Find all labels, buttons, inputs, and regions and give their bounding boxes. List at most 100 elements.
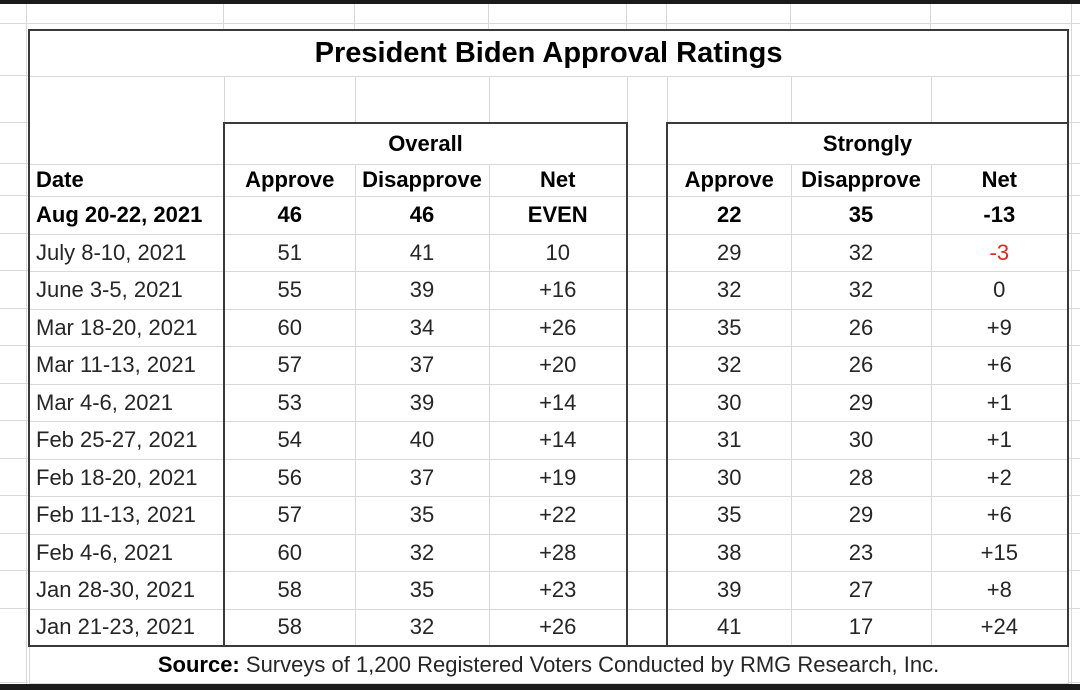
cell-strongly-approve[interactable]: 22 bbox=[666, 196, 792, 235]
cell-overall-approve[interactable]: 54 bbox=[223, 421, 356, 460]
cell-overall-disapprove[interactable]: 39 bbox=[355, 384, 490, 422]
cell-overall-net[interactable]: +20 bbox=[489, 346, 628, 385]
gap-cell[interactable] bbox=[627, 421, 667, 460]
cell-strongly-approve[interactable]: 32 bbox=[666, 271, 792, 310]
cell-strongly-approve[interactable]: 29 bbox=[666, 234, 792, 272]
cell-overall-approve[interactable]: 57 bbox=[223, 346, 356, 385]
cell-overall-disapprove[interactable]: 41 bbox=[355, 234, 490, 272]
spacer-cell[interactable] bbox=[28, 123, 224, 165]
strongly-approve-header[interactable]: Approve bbox=[666, 164, 792, 197]
gap-cell[interactable] bbox=[627, 534, 667, 572]
cell-date[interactable]: Feb 18-20, 2021 bbox=[28, 459, 224, 497]
spacer-cell[interactable] bbox=[28, 76, 225, 123]
spacer-cell[interactable] bbox=[931, 76, 1070, 123]
strongly-section-header[interactable]: Strongly bbox=[665, 122, 1070, 165]
cell-overall-net[interactable]: +14 bbox=[489, 421, 628, 460]
cell-overall-approve[interactable]: 58 bbox=[223, 571, 356, 610]
cell-strongly-disapprove[interactable]: 17 bbox=[791, 609, 932, 647]
cell-strongly-net[interactable]: +6 bbox=[931, 346, 1070, 385]
overall-disapprove-header[interactable]: Disapprove bbox=[355, 164, 490, 197]
cell-overall-net[interactable]: +23 bbox=[489, 571, 628, 610]
cell-overall-net[interactable]: +14 bbox=[489, 384, 628, 422]
cell-strongly-net[interactable]: 0 bbox=[931, 271, 1070, 310]
cell-strongly-disapprove[interactable]: 35 bbox=[791, 196, 932, 235]
cell-overall-disapprove[interactable]: 35 bbox=[355, 496, 490, 535]
cell-overall-net[interactable]: +16 bbox=[489, 271, 628, 310]
cell-strongly-approve[interactable]: 32 bbox=[666, 346, 792, 385]
cell-strongly-net[interactable]: +6 bbox=[931, 496, 1070, 535]
cell-overall-disapprove[interactable]: 39 bbox=[355, 271, 490, 310]
cell-strongly-approve[interactable]: 30 bbox=[666, 384, 792, 422]
cell-strongly-net[interactable]: +9 bbox=[931, 309, 1070, 347]
gap-cell[interactable] bbox=[627, 384, 667, 422]
cell-date[interactable]: Aug 20-22, 2021 bbox=[28, 196, 224, 235]
strongly-net-header[interactable]: Net bbox=[931, 164, 1070, 197]
cell-overall-disapprove[interactable]: 34 bbox=[355, 309, 490, 347]
cell-strongly-disapprove[interactable]: 26 bbox=[791, 346, 932, 385]
cell-date[interactable]: Mar 11-13, 2021 bbox=[28, 346, 224, 385]
overall-approve-header[interactable]: Approve bbox=[223, 164, 356, 197]
cell-overall-disapprove[interactable]: 32 bbox=[355, 609, 490, 647]
gap-cell[interactable] bbox=[627, 346, 667, 385]
gap-cell[interactable] bbox=[627, 609, 667, 647]
cell-strongly-net[interactable]: +24 bbox=[931, 609, 1070, 647]
cell-date[interactable]: Jan 21-23, 2021 bbox=[28, 609, 224, 647]
cell-strongly-approve[interactable]: 41 bbox=[666, 609, 792, 647]
cell-date[interactable]: June 3-5, 2021 bbox=[28, 271, 224, 310]
cell-overall-net[interactable]: +28 bbox=[489, 534, 628, 572]
cell-strongly-disapprove[interactable]: 32 bbox=[791, 271, 932, 310]
cell-strongly-approve[interactable]: 35 bbox=[666, 309, 792, 347]
spacer-cell[interactable] bbox=[627, 76, 668, 123]
gap-cell[interactable] bbox=[627, 164, 667, 197]
cell-strongly-disapprove[interactable]: 32 bbox=[791, 234, 932, 272]
gap-cell[interactable] bbox=[627, 196, 667, 235]
cell-overall-approve[interactable]: 58 bbox=[223, 609, 356, 647]
cell-strongly-approve[interactable]: 30 bbox=[666, 459, 792, 497]
cell-strongly-approve[interactable]: 39 bbox=[666, 571, 792, 610]
cell-strongly-net[interactable]: +1 bbox=[931, 384, 1070, 422]
cell-date[interactable]: Jan 28-30, 2021 bbox=[28, 571, 224, 610]
cell-date[interactable]: Feb 11-13, 2021 bbox=[28, 496, 224, 535]
cell-overall-net[interactable]: +26 bbox=[489, 609, 628, 647]
spacer-cell[interactable] bbox=[791, 76, 932, 123]
cell-overall-net[interactable]: +19 bbox=[489, 459, 628, 497]
cell-overall-approve[interactable]: 60 bbox=[223, 534, 356, 572]
cell-overall-disapprove[interactable]: 32 bbox=[355, 534, 490, 572]
table-title[interactable]: President Biden Approval Ratings bbox=[27, 29, 1070, 77]
cell-date[interactable]: Feb 25-27, 2021 bbox=[28, 421, 224, 460]
cell-strongly-disapprove[interactable]: 27 bbox=[791, 571, 932, 610]
cell-strongly-net[interactable]: +15 bbox=[931, 534, 1070, 572]
gap-cell[interactable] bbox=[627, 309, 667, 347]
cell-date[interactable]: Mar 18-20, 2021 bbox=[28, 309, 224, 347]
spacer-cell[interactable] bbox=[489, 76, 628, 123]
cell-strongly-disapprove[interactable]: 29 bbox=[791, 496, 932, 535]
cell-strongly-disapprove[interactable]: 26 bbox=[791, 309, 932, 347]
spacer-cell[interactable] bbox=[224, 76, 356, 123]
cell-overall-approve[interactable]: 51 bbox=[223, 234, 356, 272]
cell-strongly-approve[interactable]: 35 bbox=[666, 496, 792, 535]
cell-overall-approve[interactable]: 53 bbox=[223, 384, 356, 422]
cell-strongly-net[interactable]: +2 bbox=[931, 459, 1070, 497]
cell-date[interactable]: Mar 4-6, 2021 bbox=[28, 384, 224, 422]
cell-strongly-net[interactable]: +1 bbox=[931, 421, 1070, 460]
cell-strongly-disapprove[interactable]: 29 bbox=[791, 384, 932, 422]
cell-overall-disapprove[interactable]: 35 bbox=[355, 571, 490, 610]
cell-strongly-approve[interactable]: 38 bbox=[666, 534, 792, 572]
gap-cell[interactable] bbox=[627, 271, 667, 310]
cell-strongly-disapprove[interactable]: 23 bbox=[791, 534, 932, 572]
spacer-cell[interactable] bbox=[667, 76, 792, 123]
cell-strongly-approve[interactable]: 31 bbox=[666, 421, 792, 460]
cell-overall-disapprove[interactable]: 37 bbox=[355, 459, 490, 497]
cell-overall-approve[interactable]: 55 bbox=[223, 271, 356, 310]
cell-overall-net[interactable]: +26 bbox=[489, 309, 628, 347]
cell-strongly-net[interactable]: -3 bbox=[931, 234, 1070, 272]
spacer-cell[interactable] bbox=[355, 76, 490, 123]
cell-date[interactable]: July 8-10, 2021 bbox=[28, 234, 224, 272]
gap-cell[interactable] bbox=[627, 123, 667, 165]
cell-strongly-disapprove[interactable]: 30 bbox=[791, 421, 932, 460]
cell-date[interactable]: Feb 4-6, 2021 bbox=[28, 534, 224, 572]
cell-overall-net[interactable]: +22 bbox=[489, 496, 628, 535]
gap-cell[interactable] bbox=[627, 496, 667, 535]
overall-section-header[interactable]: Overall bbox=[223, 122, 628, 165]
cell-overall-approve[interactable]: 57 bbox=[223, 496, 356, 535]
